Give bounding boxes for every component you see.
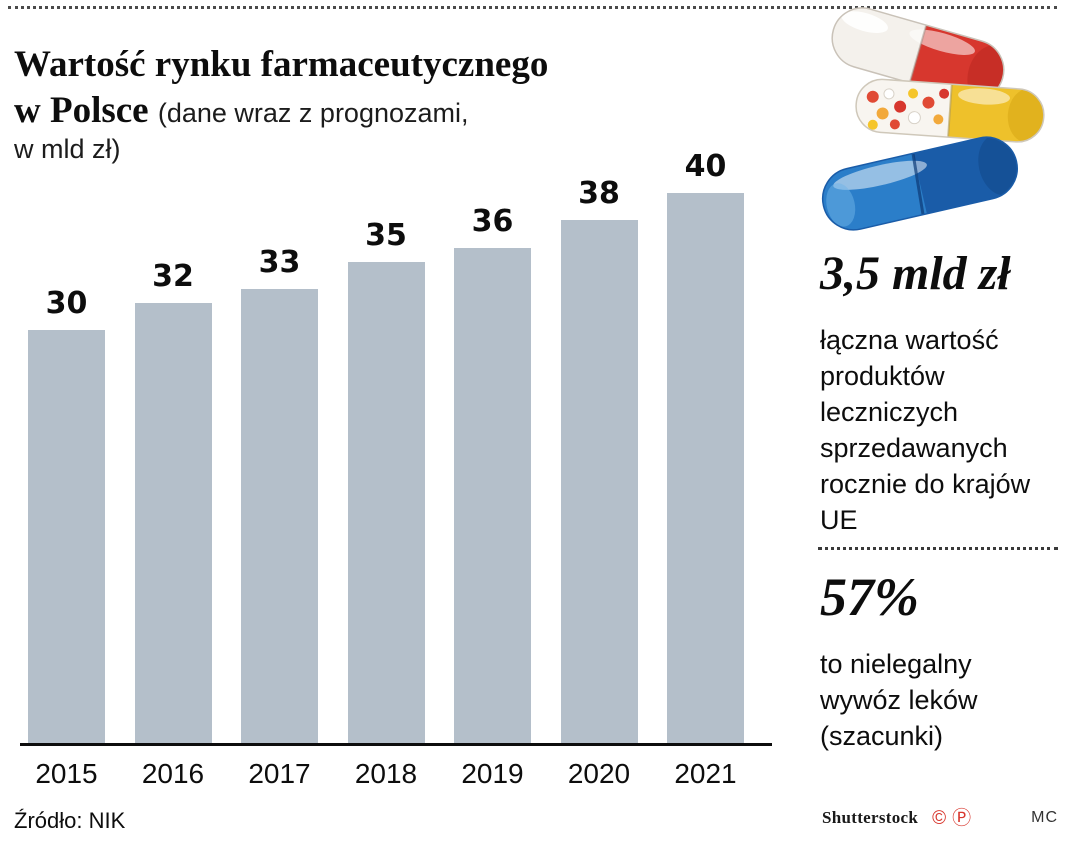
bars-container: 30 32 33 35 36 38 40 — [28, 148, 744, 743]
bar-value-label: 33 — [258, 245, 301, 280]
bar-value-label: 30 — [45, 286, 88, 321]
bar-value-label: 35 — [365, 218, 407, 253]
bar-column: 36 — [454, 204, 531, 743]
top-dotted-rule — [8, 6, 1057, 9]
stat-value-total: 3,5 mld zł — [820, 247, 1011, 300]
x-tick-label: 2015 — [35, 758, 98, 789]
bar — [347, 262, 425, 743]
yellow-pill-capsule — [854, 77, 1046, 144]
x-tick-label: 2021 — [674, 758, 737, 789]
bar — [134, 303, 212, 743]
chart-subtitle-units: w mld zł) — [14, 134, 121, 164]
bar-column: 30 — [28, 286, 105, 743]
blue-capsule — [816, 131, 1024, 236]
copyright-icon: © — [932, 807, 947, 829]
bar-column: 38 — [560, 176, 638, 743]
credit-shutterstock: Shutterstock — [822, 808, 919, 827]
bar — [454, 248, 531, 743]
sidebar-dotted-divider — [818, 547, 1058, 550]
x-axis-line — [20, 743, 772, 746]
bar-column: 35 — [347, 218, 425, 743]
x-tick-label: 2017 — [248, 758, 311, 789]
title-line-1: Wartość rynku farmaceutycznego — [14, 44, 549, 85]
chart-subtitle-inline: (dane wraz z prognozami, — [157, 98, 469, 128]
bar-value-label: 32 — [152, 259, 194, 294]
bar-column: 40 — [667, 149, 744, 743]
bar — [241, 289, 318, 743]
x-tick-label: 2016 — [141, 758, 205, 789]
stat-desc-percent: to nielegalny wywóz leków (szacunki) — [820, 649, 978, 751]
bar-column: 32 — [134, 259, 212, 743]
author-initials: MC — [1031, 809, 1058, 826]
stat-value-percent: 57% — [820, 567, 919, 627]
title-line-2: w Polsce — [14, 90, 149, 131]
bar-value-label: 38 — [578, 176, 620, 211]
source-note: Źródło: NIK — [14, 808, 126, 833]
bar-value-label: 36 — [471, 204, 514, 239]
phonogram-icon: Ⓟ — [952, 807, 972, 829]
x-axis-labels: 2015 2016 2017 2018 2019 2020 2021 — [28, 758, 744, 790]
bar — [667, 193, 744, 743]
x-tick-label: 2018 — [354, 758, 418, 789]
stat-desc-total: łączna wartość produktów leczniczych spr… — [820, 325, 1031, 535]
bar-value-label: 40 — [684, 149, 727, 184]
x-tick-label: 2020 — [567, 758, 631, 789]
chart-title: Wartość rynku farmaceutycznego w Polsce … — [14, 42, 548, 136]
x-tick-label: 2019 — [461, 758, 524, 789]
bar-column: 33 — [241, 245, 318, 743]
bar — [560, 220, 638, 743]
credits-row: Shutterstock © Ⓟ MC — [822, 808, 1058, 828]
bar — [28, 330, 105, 743]
bar-chart: 30 32 33 35 36 38 40 2015 2016 2017 2018 2019 2020 2… — [20, 148, 772, 808]
pills-illustration — [816, 2, 1046, 236]
